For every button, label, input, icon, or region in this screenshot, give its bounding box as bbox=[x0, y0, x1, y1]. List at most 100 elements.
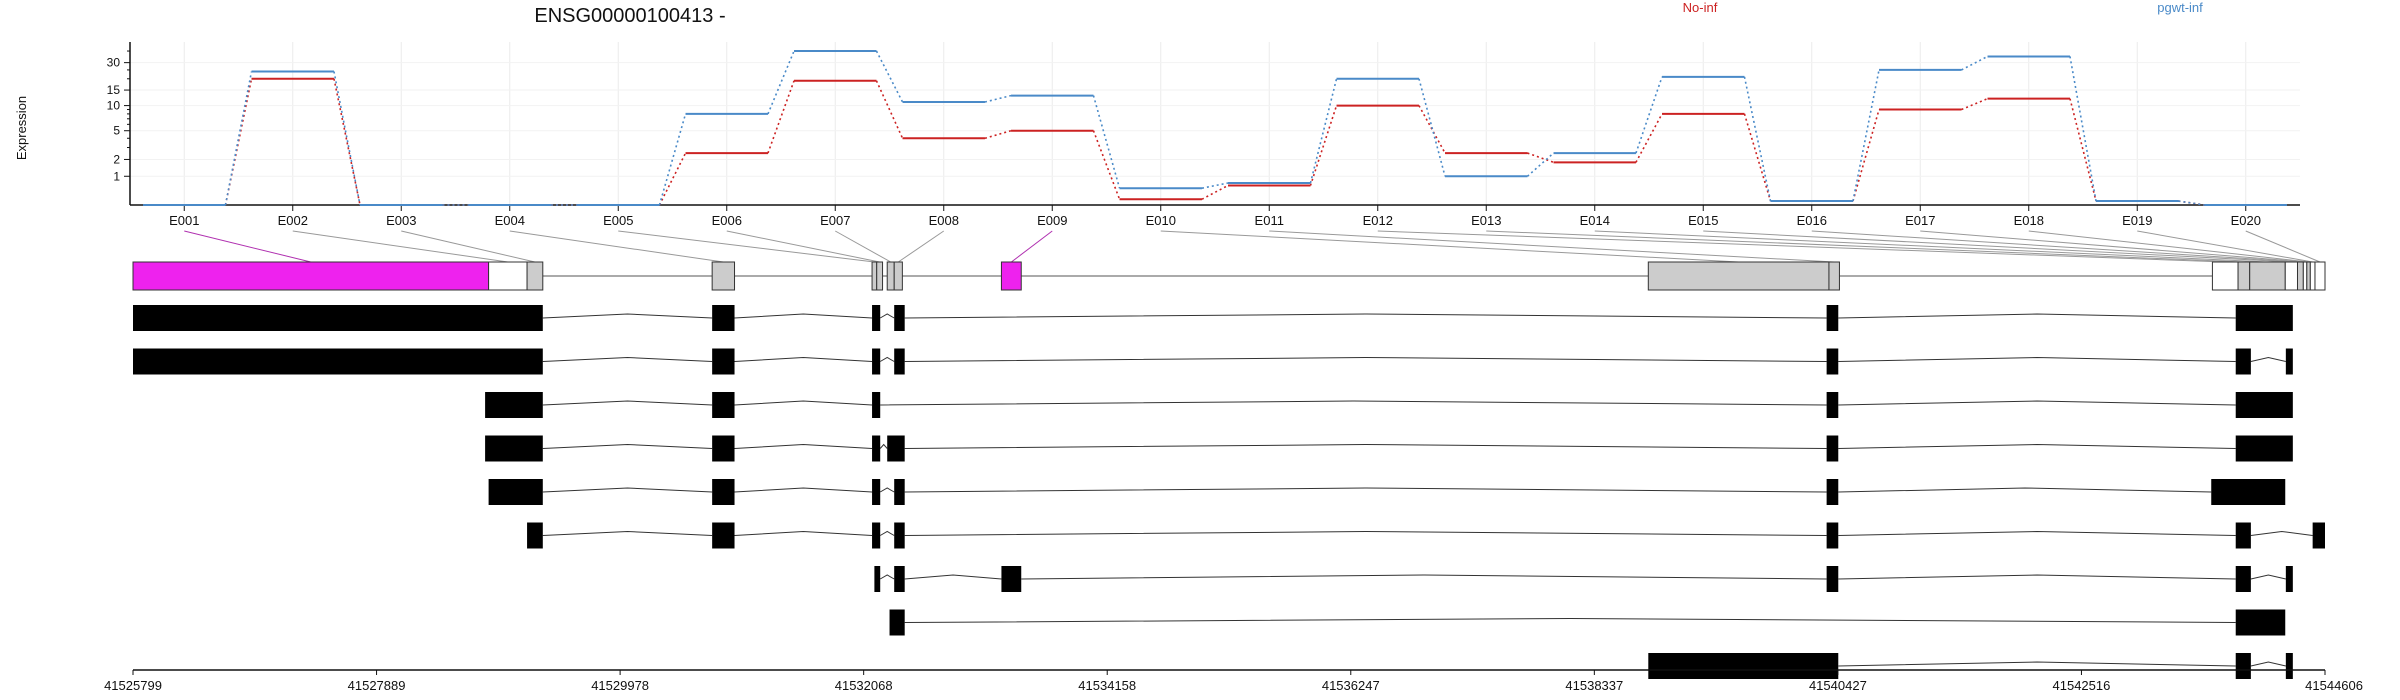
transcript-exon bbox=[894, 348, 905, 375]
bin-connector bbox=[1594, 230, 2268, 263]
exon-bin bbox=[2296, 261, 2304, 291]
bin-connector bbox=[1920, 230, 2306, 263]
exon-bin bbox=[488, 261, 528, 291]
transcript-exon bbox=[488, 479, 543, 505]
exon-bin bbox=[132, 261, 490, 291]
exon-bin bbox=[876, 261, 884, 291]
transcript-exon bbox=[2235, 305, 2293, 331]
transcript-intron bbox=[879, 574, 895, 580]
transcript-intron bbox=[879, 530, 895, 536]
series-lines bbox=[143, 50, 2287, 206]
bin-connector bbox=[509, 230, 724, 263]
transcript-intron bbox=[879, 356, 895, 362]
coord-label: 41538337 bbox=[1565, 678, 1623, 693]
transcript-intron bbox=[2250, 356, 2286, 362]
transcript-intron bbox=[542, 400, 713, 406]
series-connector-0 bbox=[1961, 97, 1988, 111]
transcript-exon bbox=[712, 392, 735, 418]
transcript-exon bbox=[894, 479, 905, 505]
transcript-intron bbox=[542, 487, 713, 493]
transcript-exon bbox=[1826, 479, 1839, 505]
y-tick-label: 15 bbox=[107, 83, 121, 97]
y-axis-label: Expression bbox=[14, 96, 29, 160]
exon-bin-track bbox=[132, 261, 2326, 291]
transcript-intron bbox=[734, 313, 873, 319]
transcript-intron bbox=[1021, 574, 1827, 580]
transcript-exon bbox=[872, 522, 881, 549]
exon-bin bbox=[893, 261, 903, 291]
exon-bin bbox=[711, 261, 736, 291]
transcript-exon bbox=[1826, 566, 1839, 592]
x-tick-label: E006 bbox=[712, 213, 742, 228]
transcript-exon bbox=[712, 348, 735, 375]
series-connector-1 bbox=[2178, 200, 2205, 206]
transcript-exon bbox=[2285, 653, 2293, 679]
transcript-exon bbox=[1826, 348, 1839, 375]
series-connector-0 bbox=[767, 80, 795, 154]
bin-connector bbox=[1703, 230, 2292, 263]
coord-label: 41536247 bbox=[1322, 678, 1380, 693]
coord-label: 41542516 bbox=[2053, 678, 2111, 693]
y-tick-label: 2 bbox=[113, 152, 120, 166]
y-tick-label: 5 bbox=[113, 124, 120, 138]
bin-connector bbox=[2245, 230, 2321, 263]
x-tick-label: E013 bbox=[1471, 213, 1501, 228]
exon-bin bbox=[2211, 261, 2239, 291]
transcript-exon bbox=[133, 305, 543, 331]
x-tick-label: E017 bbox=[1905, 213, 1935, 228]
transcript-exon bbox=[2235, 566, 2251, 592]
transcript-exon bbox=[2235, 609, 2286, 636]
transcript-exon bbox=[485, 435, 543, 462]
x-tick-label: E003 bbox=[386, 213, 416, 228]
transcript-exon bbox=[887, 435, 905, 462]
x-tick-label: E001 bbox=[169, 213, 199, 228]
transcript-intron bbox=[542, 443, 713, 449]
transcript-exon bbox=[894, 566, 905, 592]
x-tick-label: E018 bbox=[2014, 213, 2044, 228]
x-tick-label: E015 bbox=[1688, 213, 1718, 228]
series-connector-1 bbox=[2069, 56, 2097, 202]
series-connector-1 bbox=[333, 71, 361, 206]
transcript-exon bbox=[2235, 435, 2293, 462]
transcript-exon bbox=[2211, 479, 2286, 505]
series-connector-1 bbox=[1743, 76, 1772, 202]
transcript-intron bbox=[1838, 530, 2236, 536]
series-connector-0 bbox=[1092, 130, 1121, 200]
series-connector-1 bbox=[658, 113, 687, 206]
genomic-coordinate-axis: 41525799 41527889 41529978 41532068 41534158… bbox=[104, 669, 2363, 693]
transcript-exon bbox=[133, 348, 543, 375]
bin-connector bbox=[1011, 230, 1053, 263]
series-connector-0 bbox=[1527, 152, 1554, 164]
x-tick-label: E008 bbox=[929, 213, 959, 228]
y-tick-label: 30 bbox=[107, 56, 121, 70]
transcript-intron bbox=[1838, 313, 2236, 319]
transcript-exon bbox=[2235, 348, 2251, 375]
transcript-exon bbox=[1826, 392, 1839, 418]
x-tick-label: E010 bbox=[1146, 213, 1176, 228]
transcript-exon bbox=[889, 609, 905, 636]
transcript-intron bbox=[1838, 443, 2236, 449]
chart-title: ENSG00000100413 - bbox=[534, 5, 725, 27]
x-axis: E001 E002 E003 E004 E005 E006 E007 E008 E009 E010… bbox=[130, 204, 2300, 228]
transcript-exon bbox=[485, 392, 543, 418]
bin-connector bbox=[1160, 230, 1739, 263]
exon-bin bbox=[1647, 261, 1830, 291]
bin-connector bbox=[1377, 230, 2226, 263]
series-connector-0 bbox=[1309, 105, 1338, 186]
series-connector-1 bbox=[767, 50, 795, 115]
legend-no-inf: No-inf bbox=[1683, 0, 1718, 15]
transcript-intron bbox=[904, 530, 1827, 536]
series-connector-1 bbox=[1092, 95, 1121, 189]
transcript-exon bbox=[2235, 392, 2293, 418]
series-connector-1 bbox=[1526, 152, 1555, 177]
exon-bin bbox=[1828, 261, 1840, 291]
coord-label: 41532068 bbox=[835, 678, 893, 693]
series-connector-0 bbox=[984, 129, 1012, 140]
series-connector-0 bbox=[1635, 113, 1663, 163]
transcript-intron bbox=[734, 400, 873, 406]
coord-label: 41540427 bbox=[1809, 678, 1867, 693]
transcript-exon bbox=[874, 566, 881, 592]
transcript-intron bbox=[1838, 487, 2212, 493]
transcript-exon bbox=[872, 479, 881, 505]
